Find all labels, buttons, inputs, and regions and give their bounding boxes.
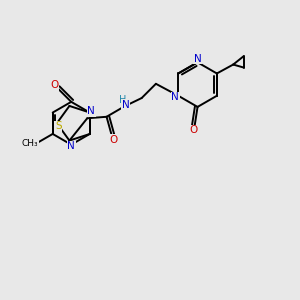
Text: N: N: [87, 106, 95, 116]
Text: CH₃: CH₃: [22, 139, 38, 148]
Text: O: O: [109, 135, 118, 145]
Text: N: N: [122, 100, 130, 110]
Text: O: O: [50, 80, 58, 90]
Text: N: N: [68, 141, 75, 151]
Text: N: N: [171, 92, 179, 102]
Text: O: O: [189, 125, 197, 135]
Text: N: N: [194, 54, 202, 64]
Text: H: H: [119, 95, 127, 105]
Text: S: S: [55, 121, 62, 131]
